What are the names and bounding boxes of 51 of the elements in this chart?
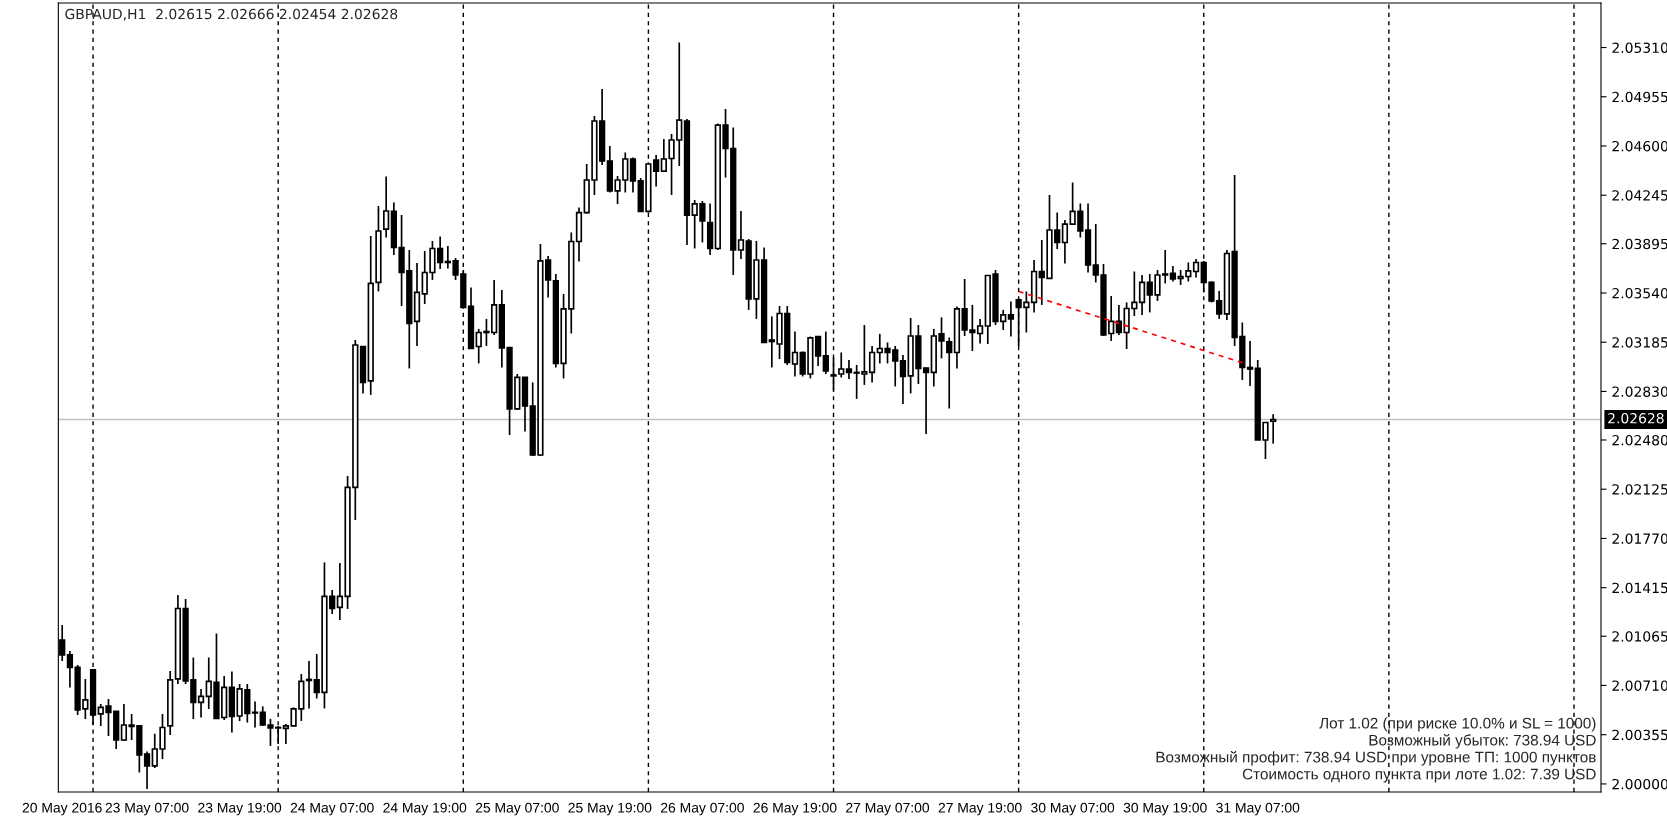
- x-tick-label: 24 May 19:00: [383, 802, 467, 816]
- candlestick: [1007, 300, 1015, 338]
- y-tick-label: 2.02480: [1612, 434, 1667, 446]
- y-tick-label: 2.05310: [1612, 42, 1667, 53]
- x-tick-label: 23 May 07:00: [105, 802, 189, 816]
- candlestick: [845, 359, 853, 380]
- candlestick: [383, 175, 390, 239]
- candlestick: [1270, 413, 1277, 445]
- x-tick-label: 30 May 07:00: [1031, 802, 1115, 816]
- candlestick: [143, 750, 151, 790]
- candlestick: [629, 156, 637, 194]
- y-tick-label: 2.04245: [1612, 190, 1667, 201]
- candlestick: [251, 700, 259, 729]
- y-tick-label: 2.04600: [1612, 140, 1667, 152]
- x-tick-label: 25 May 07:00: [475, 802, 559, 816]
- annotation: Возможный убыток: 738.94 USD: [1369, 734, 1596, 749]
- candlestick: [899, 354, 907, 405]
- annotation: Лот 1.02 (при риске 10.0% и SL = 1000): [1319, 717, 1596, 732]
- y-tick-label: 2.00710: [1612, 680, 1667, 691]
- x-tick-label: 25 May 19:00: [568, 802, 652, 816]
- x-tick-label: 26 May 07:00: [661, 802, 744, 816]
- candlestick: [1246, 340, 1254, 387]
- candlestick: [791, 330, 799, 378]
- y-tick-label: 2.01415: [1612, 582, 1667, 594]
- x-tick-label: 20 May 2016: [22, 802, 102, 816]
- y-tick-label: 2.03895: [1612, 238, 1667, 250]
- y-tick-label: 2.03540: [1612, 287, 1667, 299]
- annotation: Возможный профит: 738.94 USD при уровне ТП: 1000 пунктов: [1156, 751, 1596, 766]
- y-tick-label: 2.00000: [1612, 778, 1667, 790]
- annotation: Стоимость одного пункта при лоте 1.02: 7.39 USD: [1242, 768, 1596, 783]
- candlestick: [737, 210, 745, 260]
- ref-line-label: 2.02628: [1608, 412, 1664, 424]
- y-tick-label: 2.01770: [1612, 533, 1667, 544]
- x-tick-label: 31 May 07:00: [1216, 802, 1300, 816]
- x-tick-label: 30 May 19:00: [1123, 802, 1207, 816]
- candlestick: [822, 330, 829, 375]
- y-tick-label: 2.02125: [1612, 484, 1667, 495]
- candlestick: [1138, 274, 1146, 316]
- x-tick-label: 27 May 19:00: [938, 802, 1022, 816]
- x-tick-label: 27 May 07:00: [846, 802, 930, 816]
- x-tick-label: 26 May 19:00: [753, 802, 837, 816]
- candlestick: [1192, 258, 1200, 279]
- y-tick-label: 2.03185: [1612, 337, 1667, 348]
- x-tick-label: 24 May 07:00: [290, 802, 374, 816]
- candlestick: [197, 688, 205, 719]
- y-tick-label: 2.01065: [1612, 631, 1667, 642]
- y-tick-label: 2.02830: [1612, 386, 1667, 397]
- chart-title: GBPAUD,H1 2.02615 2.02666 2.02454 2.02628: [65, 8, 398, 21]
- y-tick-label: 2.04955: [1612, 91, 1667, 103]
- y-tick-label: 2.00355: [1612, 729, 1667, 741]
- x-tick-label: 23 May 19:00: [198, 802, 282, 816]
